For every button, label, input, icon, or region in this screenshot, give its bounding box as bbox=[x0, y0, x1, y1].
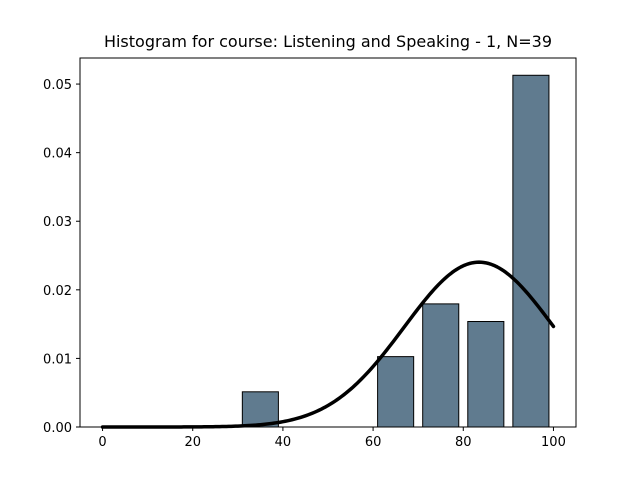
x-tick-label-5: 100 bbox=[541, 435, 566, 450]
axes-layer: 0 20 40 60 80 100 0.00 0.01 0.02 0.03 0.04 0.05 bbox=[43, 57, 577, 450]
x-tick-label-2: 40 bbox=[275, 435, 292, 450]
y-tick-label-3: 0.03 bbox=[43, 215, 72, 230]
x-tick-label-3: 60 bbox=[365, 435, 382, 450]
histogram-bar-0 bbox=[241, 391, 279, 428]
y-tick-label-1: 0.01 bbox=[43, 352, 72, 367]
x-tick-label-0: 0 bbox=[98, 435, 106, 450]
histogram-bar-3 bbox=[467, 321, 505, 428]
y-tick-label-4: 0.04 bbox=[43, 147, 72, 162]
bars-layer bbox=[241, 74, 550, 428]
histogram-bar-4 bbox=[512, 74, 550, 428]
histogram-bar-2 bbox=[422, 303, 460, 428]
y-tick-label-0: 0.00 bbox=[43, 421, 72, 436]
y-tick-label-5: 0.05 bbox=[43, 78, 72, 93]
x-tick-label-1: 20 bbox=[184, 435, 201, 450]
chart-title: Histogram for course: Listening and Spea… bbox=[103, 32, 553, 51]
plot-frame bbox=[79, 57, 577, 428]
histogram-bar-1 bbox=[377, 356, 415, 428]
y-tick-label-2: 0.02 bbox=[43, 284, 72, 299]
x-tick-label-4: 80 bbox=[455, 435, 472, 450]
